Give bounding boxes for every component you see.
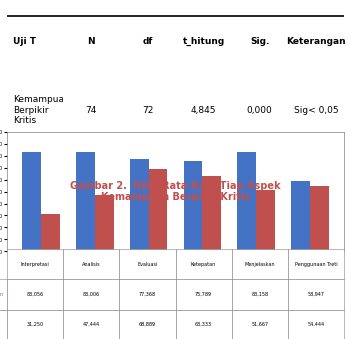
Bar [184,161,203,252]
Bar [22,152,41,252]
Bar [256,190,275,252]
Bar [41,214,60,252]
Bar [130,159,148,252]
Text: Gambar 2.  Nilai Rata-Rata Tiap Aspek
Kemampuan Berpikir Kritis: Gambar 2. Nilai Rata-Rata Tiap Aspek Kem… [70,181,281,202]
Bar [310,186,329,252]
Bar [237,152,256,252]
Bar [148,169,167,252]
Bar [76,152,95,252]
Bar [291,181,310,252]
Bar [95,195,114,252]
Bar [203,176,221,252]
